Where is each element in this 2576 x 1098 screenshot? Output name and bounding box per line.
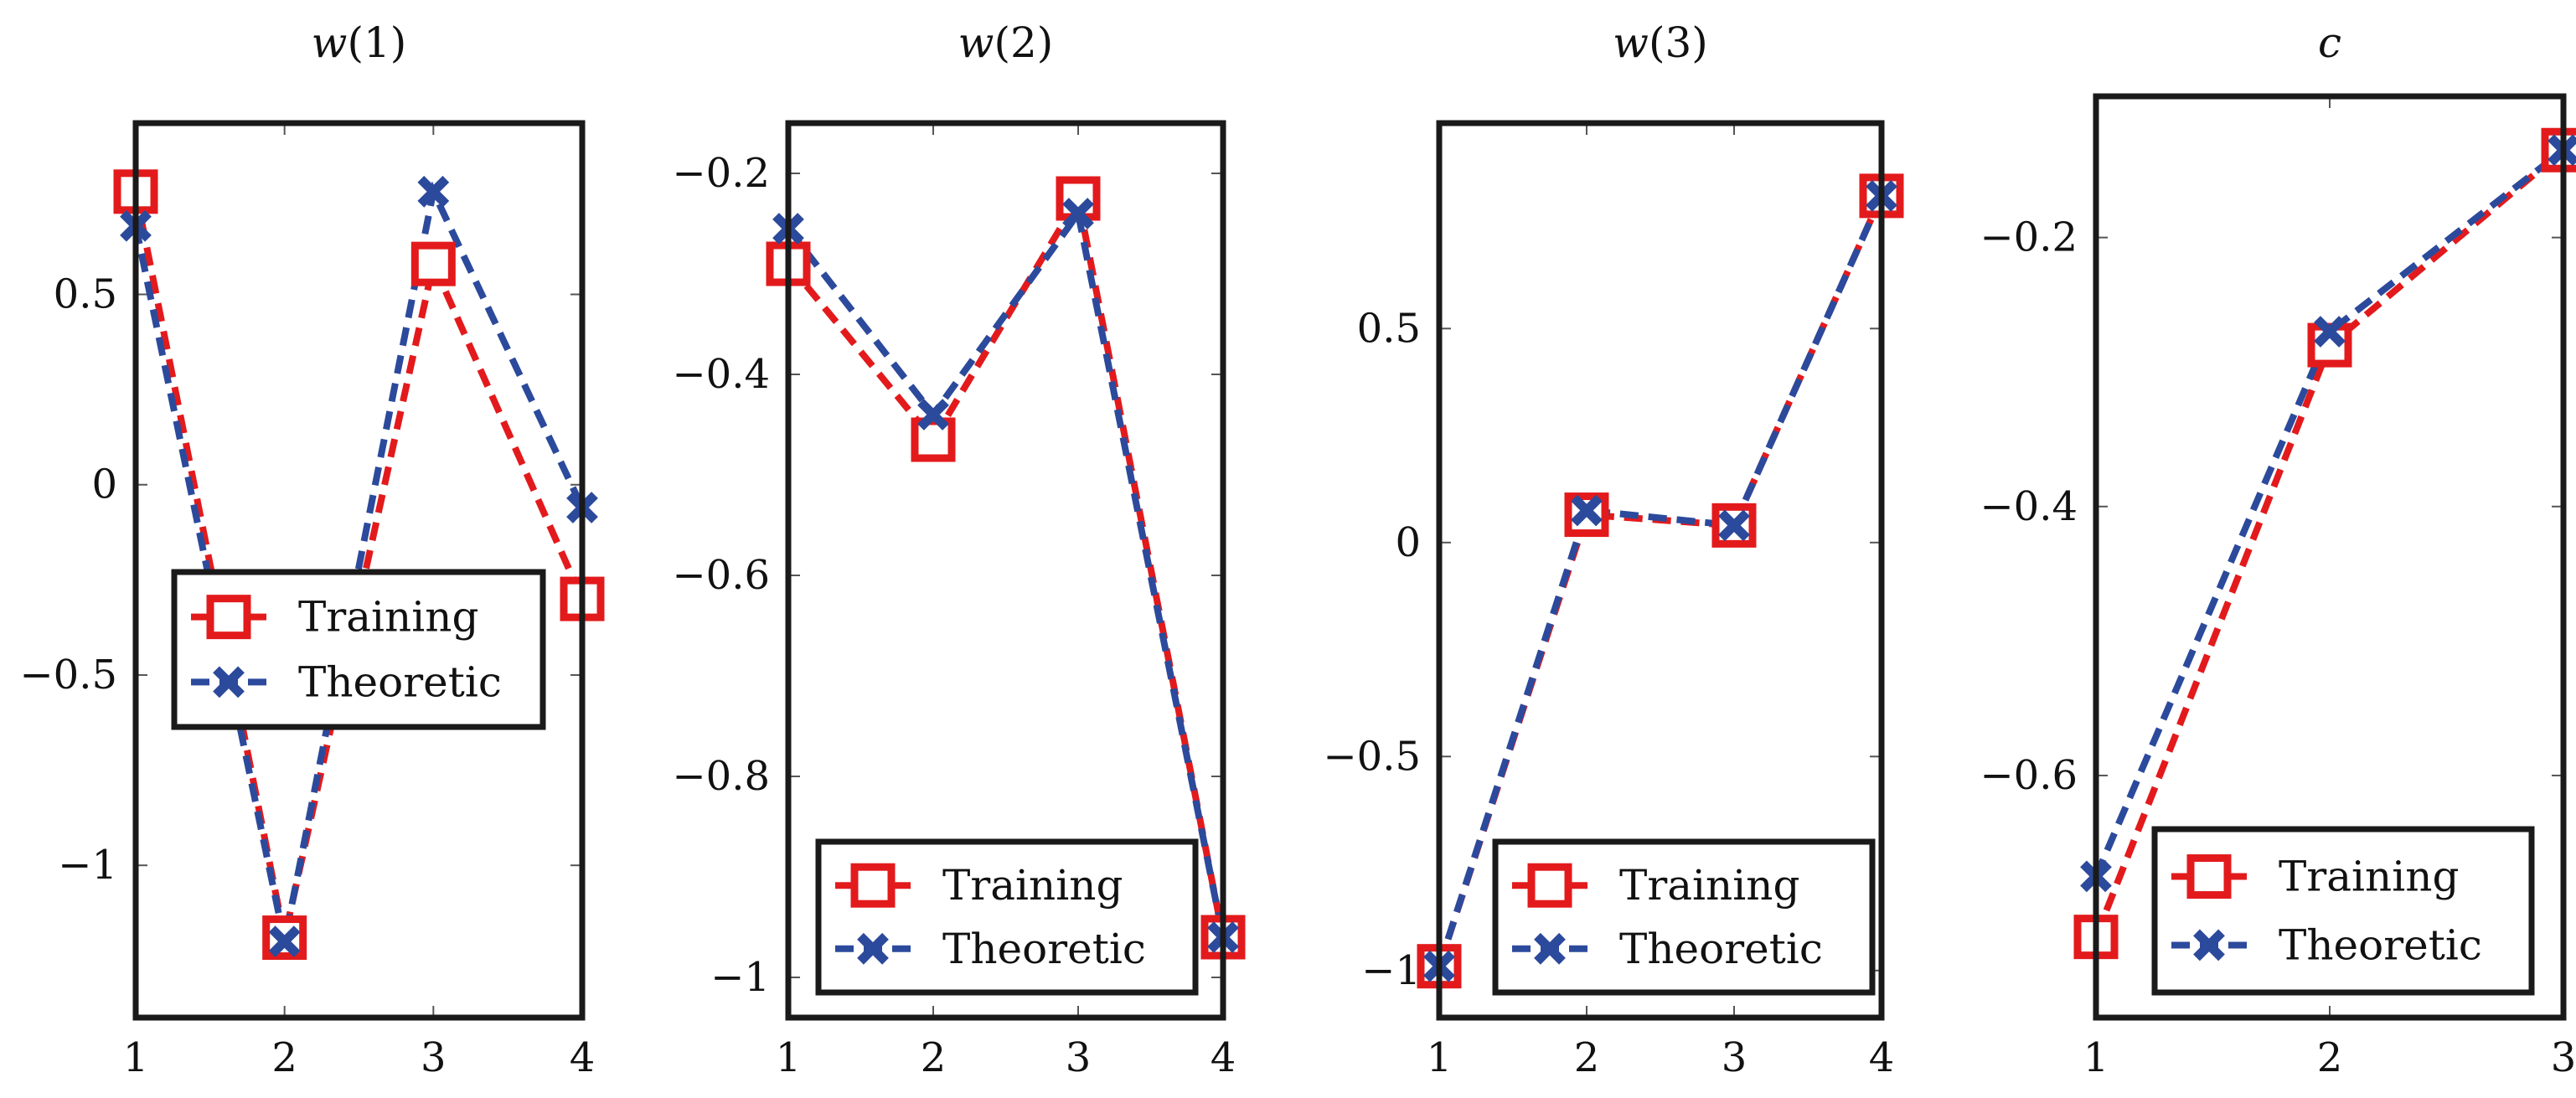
x-tick-label: 4 bbox=[570, 1034, 596, 1081]
legend-marker-training bbox=[850, 863, 896, 908]
series-line-training bbox=[785, 189, 1226, 938]
legend: Training Theoretic bbox=[1492, 838, 1876, 996]
series-line-training bbox=[2093, 147, 2566, 939]
legend-label-theoretic: Theoretic bbox=[942, 925, 1146, 973]
series-line-training bbox=[132, 191, 586, 939]
series-line-theoretic bbox=[132, 181, 586, 942]
y-tick-label: −0.2 bbox=[1980, 214, 2078, 261]
panel-title-index: (1) bbox=[347, 18, 406, 67]
plot-frame bbox=[785, 120, 1226, 1021]
legend-label-theoretic: Theoretic bbox=[2279, 920, 2482, 969]
legend-marker-theoretic bbox=[213, 666, 245, 698]
point-theoretic bbox=[268, 925, 301, 957]
y-tick-label: −0.4 bbox=[672, 351, 770, 398]
y-tick-label: 0 bbox=[1395, 519, 1421, 566]
x-tick-label: 3 bbox=[1066, 1034, 1092, 1081]
panel-3: w(3) 0.5 0 −0.5 −11 2 3 4 Training Theoretic bbox=[1323, 18, 1904, 1081]
y-tick-label: 0.5 bbox=[54, 271, 117, 318]
legend-label-training: Training bbox=[2279, 853, 2459, 901]
x-tick-label: 4 bbox=[1869, 1034, 1895, 1081]
legend-marker-training bbox=[206, 595, 251, 640]
legend-marker-theoretic bbox=[2193, 929, 2225, 961]
series-line-theoretic bbox=[785, 205, 1226, 938]
y-tick-label: −0.5 bbox=[1323, 733, 1421, 780]
y-tick-label: −1 bbox=[58, 842, 117, 889]
x-tick-label: 3 bbox=[421, 1034, 447, 1081]
x-tick-label: 4 bbox=[1211, 1034, 1236, 1081]
panel-title: c bbox=[2318, 18, 2341, 67]
legend-label-theoretic: Theoretic bbox=[1619, 925, 1823, 973]
legend-label-training: Training bbox=[298, 593, 478, 642]
legend-marker-training bbox=[1527, 863, 1572, 908]
y-tick-label: 0.5 bbox=[1357, 305, 1421, 352]
point-theoretic bbox=[1571, 494, 1603, 527]
y-tick-label: −0.8 bbox=[672, 753, 770, 800]
legend-label-theoretic: Theoretic bbox=[298, 657, 502, 706]
legend-marker-theoretic bbox=[857, 932, 889, 965]
panel-title-index: (2) bbox=[994, 18, 1053, 67]
y-tick-label: −0.6 bbox=[672, 552, 770, 599]
point-training bbox=[410, 241, 456, 286]
legend: Training Theoretic bbox=[171, 569, 546, 730]
y-tick-label: −0.6 bbox=[1980, 752, 2078, 799]
panel-title-base: w bbox=[1613, 18, 1649, 67]
x-tick-label: 2 bbox=[921, 1034, 947, 1081]
x-tick-label: 2 bbox=[271, 1034, 297, 1081]
panel-title-base: c bbox=[2318, 18, 2341, 67]
legend-box bbox=[815, 838, 1199, 996]
y-tick-label: −1 bbox=[1361, 947, 1421, 994]
panel-title: w(3) bbox=[1613, 18, 1708, 67]
plot-frame bbox=[132, 120, 586, 1021]
panel-title: w(1) bbox=[312, 18, 407, 67]
x-tick-label: 1 bbox=[123, 1034, 149, 1081]
y-tick-label: −1 bbox=[710, 954, 770, 1001]
point-theoretic bbox=[2314, 316, 2346, 348]
point-theoretic bbox=[1062, 198, 1094, 229]
panel-2: w(2) −0.2 −0.4 −0.6 −0.8 −11 2 3 4 Training Theore… bbox=[672, 18, 1246, 1081]
point-theoretic bbox=[1718, 509, 1750, 542]
x-tick-label: 3 bbox=[1722, 1034, 1747, 1081]
point-theoretic bbox=[917, 399, 949, 430]
x-tick-label: 1 bbox=[1427, 1034, 1453, 1081]
x-tick-label: 2 bbox=[1574, 1034, 1600, 1081]
panel-title-base: w bbox=[312, 18, 348, 67]
legend-label-training: Training bbox=[1619, 861, 1799, 910]
legend: Training Theoretic bbox=[815, 838, 1199, 996]
legend-marker-training bbox=[2186, 854, 2232, 900]
y-tick-label: −0.5 bbox=[19, 652, 117, 698]
plot-frame bbox=[2093, 93, 2567, 1021]
y-tick-label: 0 bbox=[91, 461, 117, 508]
x-tick-label: 2 bbox=[2317, 1034, 2343, 1081]
x-tick-label: 3 bbox=[2551, 1034, 2576, 1081]
panel-title: w(2) bbox=[958, 18, 1054, 67]
y-tick-label: −0.4 bbox=[1980, 483, 2078, 530]
panel-title-base: w bbox=[958, 18, 994, 67]
legend: Training Theoretic bbox=[2151, 826, 2535, 996]
legend-label-training: Training bbox=[942, 861, 1123, 910]
legend-marker-theoretic bbox=[1534, 932, 1566, 965]
plot-frame bbox=[1436, 120, 1885, 1021]
point-theoretic bbox=[417, 175, 450, 208]
panel-1: w(1) 0.5 0 −0.5 −1 1 2 3 4 Training Theoretic bbox=[19, 18, 605, 1081]
series-line-theoretic bbox=[1436, 194, 1885, 967]
point-training bbox=[911, 417, 956, 462]
panel-title-index: (3) bbox=[1649, 18, 1708, 67]
y-tick-label: −0.2 bbox=[672, 150, 770, 197]
x-tick-label: 1 bbox=[2083, 1034, 2109, 1081]
panel-4: c −0.2 −0.4 −0.6 1 2 3 Training Theoretic bbox=[1980, 18, 2576, 1081]
x-tick-label: 1 bbox=[776, 1034, 802, 1081]
